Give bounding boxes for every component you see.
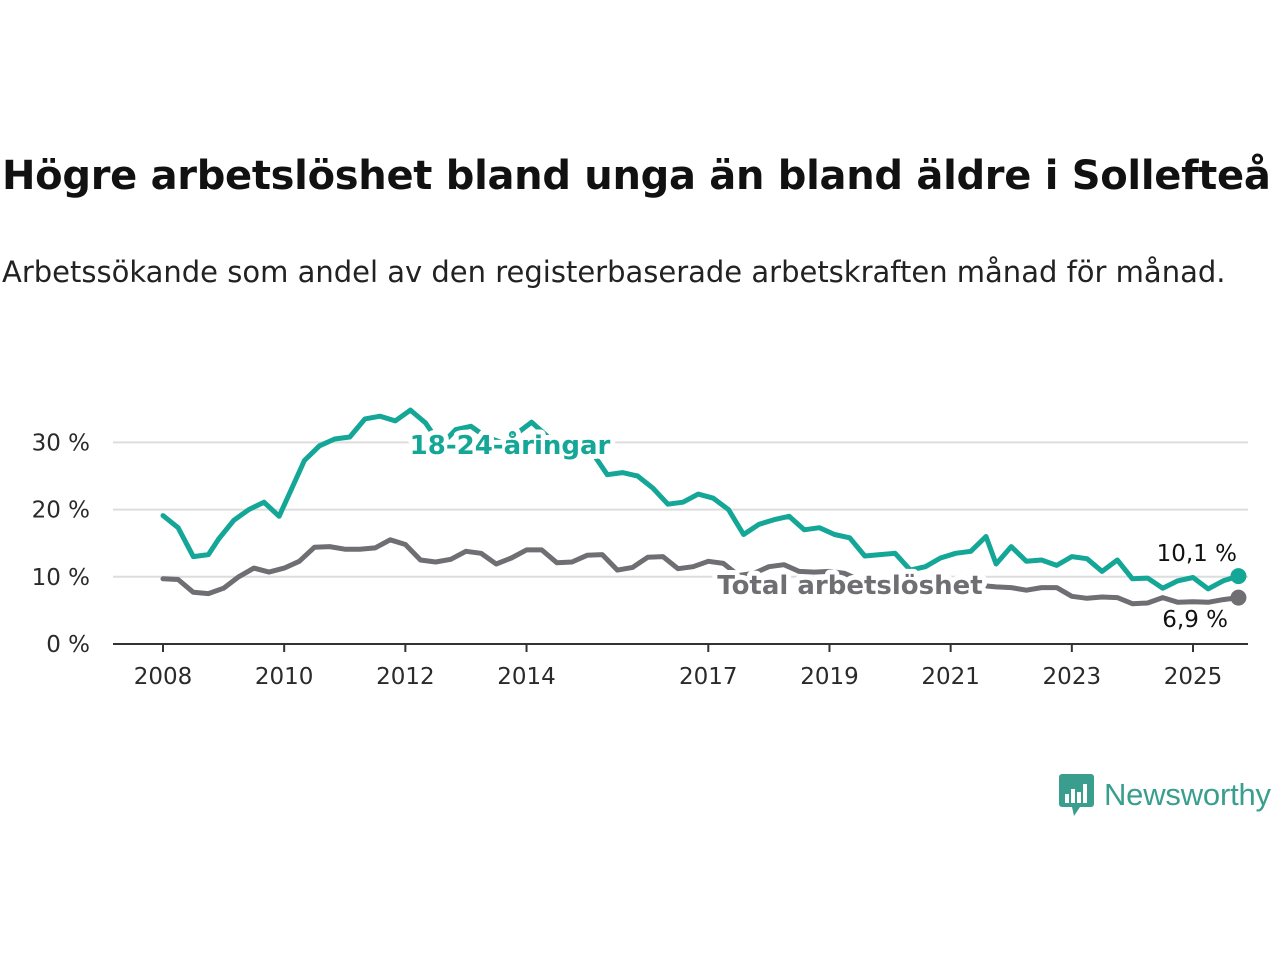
x-tick-label: 2012 (376, 664, 435, 690)
series-label-total: Total arbetslöshet (717, 571, 982, 601)
end-dot-youth (1230, 568, 1247, 585)
series-lines (160, 407, 1247, 607)
brand-name: Newsworthy (1104, 777, 1271, 812)
end-label-total: 6,9 % (1162, 607, 1228, 633)
y-tick-label: 30 % (32, 430, 90, 456)
x-tick-label: 2019 (800, 664, 859, 690)
y-tick-label: 0 % (46, 632, 90, 658)
x-tick-label: 2023 (1043, 664, 1102, 690)
newsworthy-logo[interactable]: Newsworthy (1058, 772, 1271, 818)
y-tick-label: 10 % (32, 565, 90, 591)
series-label-youth: 18-24-åringar (410, 429, 611, 461)
chart-title: Högre arbetslöshet bland unga än bland ä… (2, 153, 1271, 199)
y-axis-ticks: 0 % 10 % 20 % 30 % (32, 430, 90, 658)
x-tick-label: 2008 (134, 664, 193, 690)
x-tick-label: 2025 (1164, 664, 1223, 690)
line-chart: 0 % 10 % 20 % 30 % 2008 2010 2012 2014 2017 2019… (32, 407, 1248, 690)
x-tick-label: 2010 (255, 664, 314, 690)
x-tick-label: 2014 (497, 664, 556, 690)
chart-subtitle: Arbetssökande som andel av den registerb… (2, 255, 1226, 289)
newsworthy-logo-icon (1059, 774, 1094, 816)
grid-lines (113, 441, 1248, 578)
series-line-youth (160, 407, 1241, 592)
series-labels: 18-24-åringar Total arbetslöshet 10,1 % 6,9… (405, 424, 1240, 636)
x-tick-label: 2021 (921, 664, 980, 690)
end-label-youth: 10,1 % (1157, 541, 1237, 567)
y-tick-label: 20 % (32, 498, 90, 524)
series-line-total (160, 537, 1241, 607)
end-dot-total (1230, 589, 1247, 606)
x-axis: 2008 2010 2012 2014 2017 2019 2021 2023 2025 (113, 643, 1248, 690)
x-tick-label: 2017 (679, 664, 738, 690)
